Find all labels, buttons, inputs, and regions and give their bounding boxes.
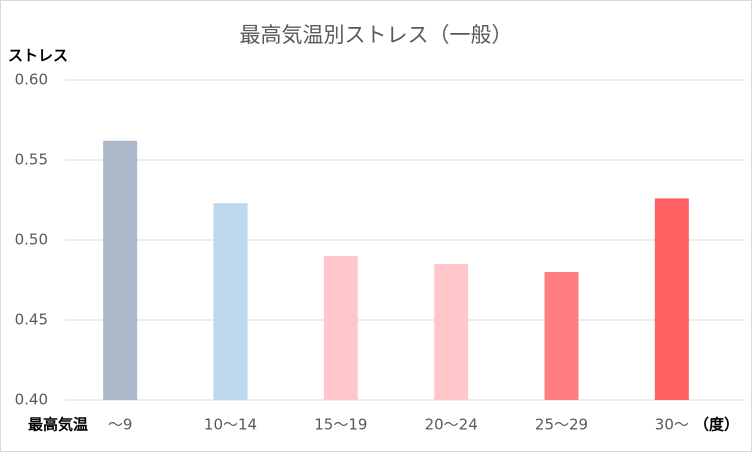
x-tick-label: ～9 [108, 416, 133, 434]
x-tick-label: 30～ [655, 416, 689, 434]
y-tick-label: 0.50 [15, 231, 48, 249]
y-tick-label: 0.60 [15, 71, 48, 89]
chart-title: 最高気温別ストレス（一般） [240, 23, 513, 47]
x-axis-unit: （度） [694, 416, 739, 434]
x-tick-label: 15～19 [314, 416, 367, 434]
y-axis-label: ストレス [8, 47, 68, 65]
bar [544, 272, 579, 400]
bar [434, 264, 469, 400]
bar [654, 198, 689, 400]
x-tick-label: 20～24 [425, 416, 478, 434]
bar [103, 140, 138, 401]
bar [323, 256, 358, 400]
x-axis-label: 最高気温 [28, 416, 88, 434]
x-tick-label: 10～14 [204, 416, 257, 434]
bar [213, 203, 248, 400]
y-tick-label: 0.55 [15, 151, 48, 169]
y-tick-label: 0.40 [15, 391, 48, 409]
y-tick-label: 0.45 [15, 311, 48, 329]
x-tick-label: 25～29 [535, 416, 588, 434]
